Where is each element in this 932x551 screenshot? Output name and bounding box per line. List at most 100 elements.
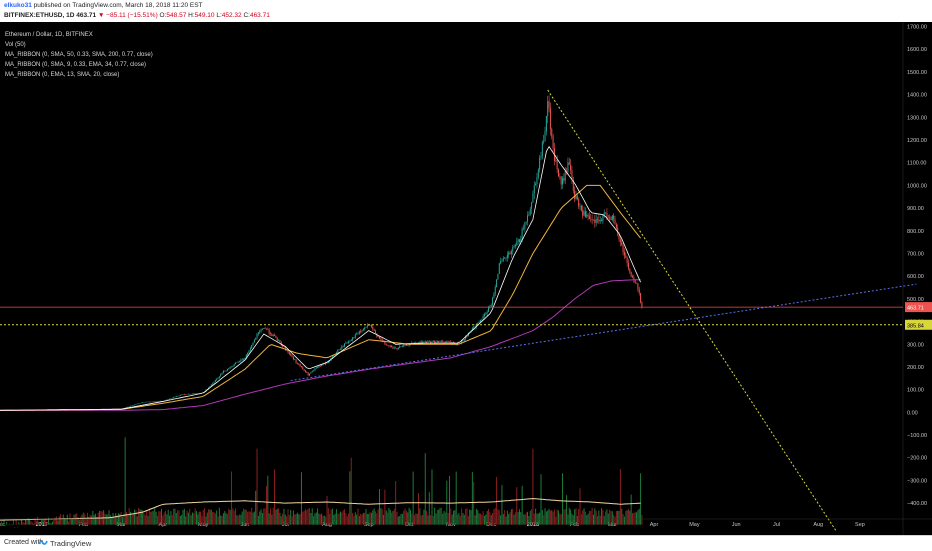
candle-body xyxy=(139,403,141,404)
volume-bar xyxy=(432,516,434,525)
candle-body xyxy=(280,342,282,346)
volume-bar xyxy=(366,514,368,525)
candle-body xyxy=(584,211,586,217)
candle-body xyxy=(132,405,134,406)
volume-bar xyxy=(450,508,452,525)
candle-body xyxy=(539,157,541,170)
volume-bar xyxy=(253,511,255,525)
volume-bar xyxy=(591,507,593,525)
candle-body xyxy=(482,315,484,320)
candle-body xyxy=(475,325,477,327)
volume-bar xyxy=(553,509,555,525)
y-tick-label: −100.00 xyxy=(907,433,927,439)
y-tick-label: 800.00 xyxy=(907,229,924,235)
candle-body xyxy=(287,350,289,353)
candle-body xyxy=(407,345,409,346)
volume-bar xyxy=(578,508,580,525)
y-tick-label: 1600.00 xyxy=(907,47,927,53)
candle-body xyxy=(400,346,402,347)
volume-bar xyxy=(598,510,600,525)
candle-body xyxy=(214,379,216,382)
candle-body xyxy=(571,169,573,180)
volume-bar xyxy=(377,509,379,525)
volume-bar xyxy=(368,513,370,525)
candle-body xyxy=(357,333,359,335)
candle-body xyxy=(147,401,149,403)
candle-body xyxy=(562,178,564,185)
volume-bar xyxy=(130,511,132,525)
candle-body xyxy=(393,348,395,349)
candle-body xyxy=(288,352,290,355)
volume-bar xyxy=(413,515,415,525)
tradingview-brand[interactable]: TradingView xyxy=(50,539,92,548)
candle-body xyxy=(559,176,561,177)
candle-body xyxy=(346,342,348,344)
candle-body xyxy=(175,396,177,397)
support-tag-bg xyxy=(905,319,932,330)
y-tick-label: 300.00 xyxy=(907,342,924,348)
volume-bar xyxy=(191,512,193,525)
support-tag-text: 385.84 xyxy=(907,323,924,329)
candle-body xyxy=(251,344,253,349)
volume-bar xyxy=(641,514,643,525)
candle-body xyxy=(578,199,580,207)
volume-bar xyxy=(304,509,306,525)
candle-body xyxy=(295,359,297,363)
candle-body xyxy=(130,405,132,407)
volume-bar xyxy=(66,514,68,525)
volume-bar xyxy=(575,508,577,525)
candle-body xyxy=(555,160,557,161)
volume-bar xyxy=(520,512,522,525)
volume-bar xyxy=(53,519,55,525)
volume-bar xyxy=(41,519,43,525)
candle-body xyxy=(278,340,280,341)
candle-body xyxy=(636,282,638,284)
tradingview-logo-icon xyxy=(38,540,48,545)
volume-bar xyxy=(142,510,144,525)
volume-bar xyxy=(204,508,206,525)
y-tick-label: −200.00 xyxy=(907,456,927,462)
volume-bar xyxy=(323,515,325,525)
volume-bar xyxy=(173,508,175,525)
volume-bar xyxy=(33,523,35,525)
volume-bar xyxy=(572,515,574,525)
volume-bar xyxy=(544,508,546,525)
volume-bar xyxy=(404,508,406,525)
volume-bar xyxy=(586,515,588,525)
volume-bar xyxy=(383,514,385,525)
candle-body xyxy=(486,311,488,314)
volume-bar xyxy=(588,511,590,525)
candle-body xyxy=(396,348,398,349)
last-price-tag: 463.71 xyxy=(905,302,932,313)
volume-bar xyxy=(567,514,569,525)
candle-body xyxy=(284,346,286,350)
candle-body xyxy=(317,367,319,368)
candle-body xyxy=(405,344,407,346)
volume-bar xyxy=(385,510,387,525)
candle-body xyxy=(493,293,495,298)
candle-body xyxy=(399,346,401,348)
candle-body xyxy=(349,340,351,342)
volume-bar xyxy=(365,508,367,525)
volume-bar xyxy=(497,509,499,525)
volume-bar xyxy=(181,514,183,525)
volume-bar xyxy=(601,508,603,525)
volume-bar xyxy=(541,510,543,525)
volume-bar xyxy=(356,514,358,525)
volume-bar xyxy=(34,517,36,525)
candle-body xyxy=(488,307,490,312)
volume-bar xyxy=(167,509,169,525)
price-chart[interactable]: 1700.00 1600.00 1500.00 1400.00 1300.00 1200.… xyxy=(0,22,932,535)
volume-bar xyxy=(380,507,382,525)
candle-body xyxy=(256,333,258,339)
volume-bar xyxy=(27,518,29,525)
author-link[interactable]: elkuko31 xyxy=(4,2,32,9)
candle-body xyxy=(229,366,231,369)
volume-bar xyxy=(451,514,453,525)
candle-body xyxy=(191,393,193,395)
candle-body xyxy=(563,178,565,181)
candle-body xyxy=(255,338,257,340)
y-tick-label: −400.00 xyxy=(907,501,927,507)
volume-bar xyxy=(10,525,12,526)
volume-bar xyxy=(556,509,558,525)
